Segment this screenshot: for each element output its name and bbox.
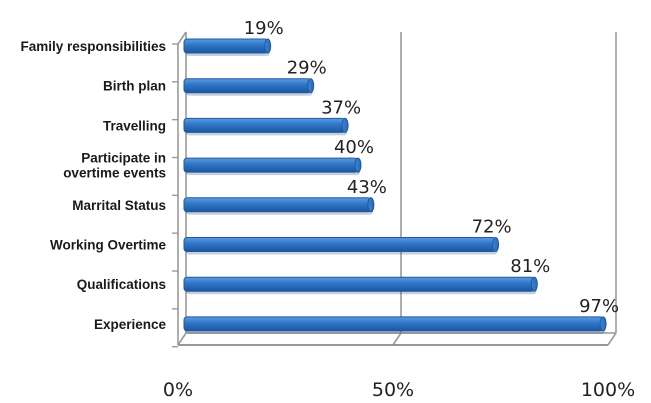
data-label-2: 37% [321, 97, 361, 118]
bar-cap-1 [307, 78, 315, 94]
x-tick-label-2: 100% [581, 379, 635, 401]
category-label-line: Family responsibilities [20, 39, 166, 54]
bar-4 [183, 197, 375, 215]
bar-body-0 [183, 38, 269, 54]
category-label-1: Birth plan [103, 79, 166, 94]
bar-2 [183, 117, 349, 136]
bar-cap-2 [341, 117, 349, 133]
category-label-0: Family responsibilities [20, 39, 166, 54]
bar-cap-4 [367, 197, 375, 213]
data-label-4: 43% [347, 177, 387, 198]
bar-body-7 [183, 316, 604, 332]
gridline-floor-1 [392, 332, 402, 346]
data-label-1: 29% [287, 58, 327, 79]
category-label-line: Working Overtime [50, 238, 167, 253]
bar-5 [183, 237, 500, 255]
gridline-floor-0 [177, 332, 187, 346]
data-label-6: 81% [510, 256, 550, 277]
bar-1 [183, 78, 315, 96]
category-label-6: Qualifications [77, 277, 166, 292]
data-label-7: 97% [579, 296, 619, 317]
bar-body-4 [183, 197, 372, 213]
bar-3 [183, 157, 362, 176]
category-label-2: Travelling [103, 118, 166, 133]
bar-cap-0 [264, 38, 272, 54]
bar-0 [183, 38, 272, 56]
category-label-line: Experience [94, 317, 167, 332]
bar-cap-3 [354, 157, 362, 173]
category-label-line: Participate in [81, 151, 166, 166]
category-label-5: Working Overtime [50, 238, 167, 253]
gridline-floor-2 [607, 332, 617, 346]
bar-body-6 [183, 276, 535, 292]
data-label-5: 72% [472, 217, 512, 238]
bar-cap-5 [492, 237, 500, 252]
x-tick-label-1: 50% [372, 379, 414, 401]
bar-body-2 [183, 117, 346, 133]
chart-bars [183, 38, 607, 334]
chart-labels: 0% 50% 100% 19% Family responsibilities 29% Bi… [20, 18, 635, 401]
bar-6 [183, 276, 538, 295]
category-label-line: Birth plan [103, 79, 166, 94]
y-axis-top-edge [177, 31, 187, 45]
bar-cap-6 [530, 276, 538, 292]
category-label-line: overtime events [63, 166, 166, 181]
category-label-3: Participate in overtime events [63, 151, 166, 181]
bar-cap-7 [599, 316, 607, 332]
data-label-0: 19% [244, 18, 284, 39]
bar-7 [183, 316, 607, 334]
x-tick-label-0: 0% [163, 379, 193, 401]
chart-axes [172, 31, 616, 348]
category-label-line: Qualifications [77, 277, 166, 292]
category-label-7: Experience [94, 317, 167, 332]
category-label-line: Travelling [103, 118, 166, 133]
bar-body-1 [183, 78, 312, 94]
category-label-line: Marrital Status [72, 198, 166, 213]
bar-body-3 [183, 157, 359, 173]
bar-body-5 [183, 237, 497, 252]
data-label-3: 40% [334, 137, 374, 158]
category-label-4: Marrital Status [72, 198, 166, 213]
